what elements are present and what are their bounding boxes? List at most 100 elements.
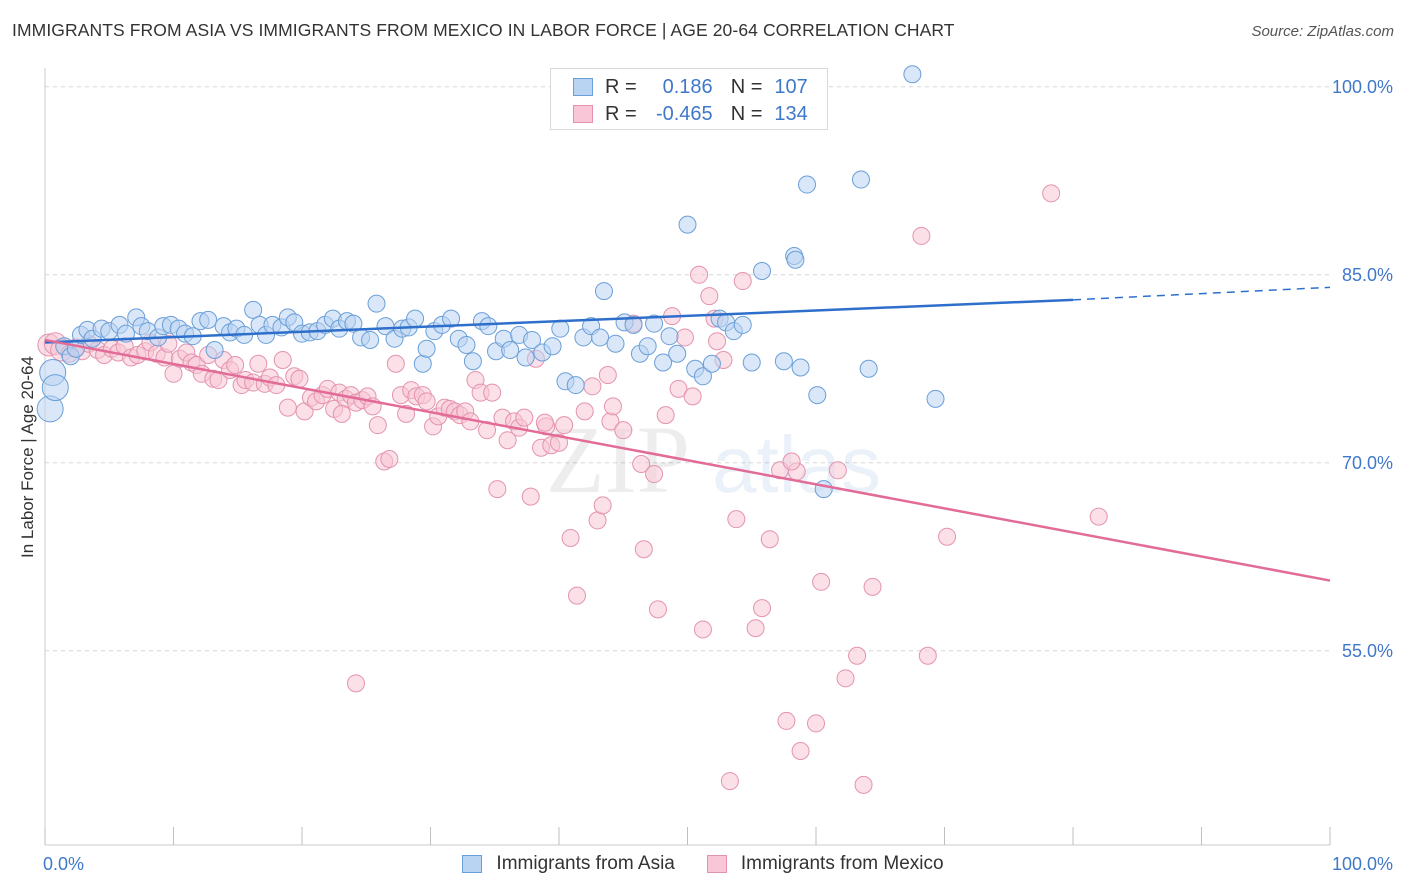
mexico-point <box>380 450 399 469</box>
mexico-point <box>648 600 667 619</box>
mexico-point <box>346 674 365 693</box>
asia-point <box>361 330 380 349</box>
mexico-point <box>332 404 351 423</box>
mexico-point <box>683 387 702 406</box>
asia-point <box>442 309 461 328</box>
mexico-point <box>386 354 405 373</box>
asia-point <box>199 310 218 329</box>
asia-point <box>406 309 425 328</box>
mexico-point <box>226 356 245 375</box>
mexico-point <box>645 465 664 484</box>
mexico-point <box>634 540 653 559</box>
mexico-point <box>912 226 931 245</box>
asia-point <box>814 480 833 499</box>
asia-point <box>367 294 386 313</box>
y-tick-label: 70.0% <box>1342 453 1393 473</box>
n-value: 107 <box>774 75 808 98</box>
y-axis-label: In Labor Force | Age 20-64 <box>18 356 37 558</box>
source-label: Source: ZipAtlas.com <box>1251 23 1394 40</box>
mexico-point <box>614 421 633 440</box>
asia-point <box>798 175 817 194</box>
asia-point <box>654 353 673 372</box>
asia-point <box>786 250 805 269</box>
asia-point <box>501 340 520 359</box>
mexico-swatch <box>706 855 727 873</box>
mexico-point <box>498 431 517 450</box>
asia-trend-extension <box>1072 286 1331 301</box>
asia-point <box>926 389 945 408</box>
tick-labels: 55.0% 70.0% 85.0% 100.0% 0.0% 100.0% <box>43 77 1393 874</box>
mexico-point <box>700 287 719 306</box>
asia-point <box>774 352 793 371</box>
chart-title: IMMIGRANTS FROM ASIA VS IMMIGRANTS FROM … <box>12 20 955 40</box>
asia-point <box>624 315 643 334</box>
asia-point <box>733 315 752 334</box>
mexico-point <box>938 527 957 546</box>
mexico-point <box>417 392 436 411</box>
asia-point <box>516 348 535 367</box>
asia-point <box>791 358 810 377</box>
x-tick-label: 100.0% <box>1332 854 1393 874</box>
asia-point <box>808 386 827 405</box>
asia-swatch <box>573 78 593 96</box>
asia-point <box>244 300 263 319</box>
legend-label-mexico: Immigrants from Mexico <box>740 853 944 874</box>
mexico-point <box>1042 184 1061 203</box>
y-tick-label: 85.0% <box>1342 265 1393 285</box>
y-tick-label: 100.0% <box>1332 77 1393 97</box>
legend-row-mexico: R = -0.465 N = 134 <box>573 102 808 126</box>
r-value: 0.186 <box>662 75 713 98</box>
asia-point <box>344 314 363 333</box>
legend-item-mexico: Immigrants from Mexico <box>706 853 944 875</box>
r-label: R = <box>605 102 637 125</box>
legend-row-asia: R = 0.186 N = 107 <box>573 75 808 99</box>
mexico-point <box>918 646 937 665</box>
mexico-point <box>753 599 772 618</box>
asia-point <box>668 344 687 363</box>
r-label: R = <box>605 75 637 98</box>
mexico-point <box>828 461 847 480</box>
mexico-point <box>760 530 779 549</box>
asia-point <box>851 170 870 189</box>
mexico-point <box>535 413 554 432</box>
axes <box>44 68 1331 846</box>
mexico-point <box>782 452 801 471</box>
mexico-point <box>777 711 796 730</box>
asia-point <box>41 374 69 402</box>
mexico-point <box>693 620 712 639</box>
mexico-point <box>727 510 746 529</box>
asia-point <box>702 354 721 373</box>
mexico-point <box>164 364 183 383</box>
mexico-point <box>290 369 309 388</box>
y-tick-label: 55.0% <box>1342 641 1393 661</box>
series-legend: Immigrants from Asia Immigrants from Mex… <box>0 852 1406 876</box>
mexico-trend-line <box>44 338 1331 582</box>
watermark: ZIP atlas <box>546 406 881 513</box>
asia-point <box>205 340 224 359</box>
asia-point <box>463 352 482 371</box>
mexico-swatch <box>573 105 593 123</box>
asia-swatch <box>462 855 483 873</box>
asia-point <box>645 314 664 333</box>
asia-point <box>693 367 712 386</box>
asia-point <box>606 334 625 353</box>
mexico-point <box>807 714 825 733</box>
mexico-point <box>483 383 502 402</box>
mexico-point <box>656 406 675 425</box>
trend-lines <box>44 286 1331 582</box>
asia-point <box>543 337 562 356</box>
mexico-point <box>567 586 586 605</box>
mexico-point <box>863 577 882 596</box>
mexico-point <box>603 397 622 416</box>
asia-point <box>417 339 436 358</box>
mexico-point <box>675 328 694 347</box>
asia-point <box>742 353 761 372</box>
mexico-point <box>561 528 580 547</box>
mexico-point <box>583 377 602 396</box>
asia-point <box>591 328 610 347</box>
n-label: N = <box>730 75 763 98</box>
asia-point <box>638 337 657 356</box>
mexico-point <box>515 408 534 427</box>
mexico-point <box>690 265 709 284</box>
